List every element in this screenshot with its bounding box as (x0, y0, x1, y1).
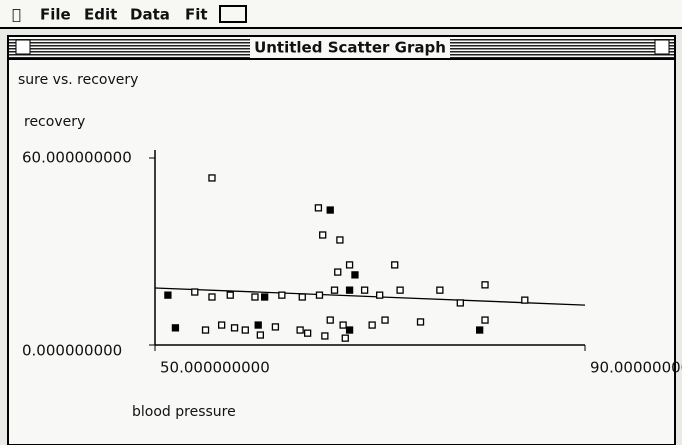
data-point (327, 317, 333, 323)
data-point (165, 292, 171, 298)
data-point (252, 294, 258, 300)
window-title: Untitled Scatter Graph (254, 39, 446, 57)
data-point (257, 332, 263, 338)
data-point (347, 287, 353, 293)
data-point (352, 272, 358, 278)
data-point (362, 287, 368, 293)
data-point (418, 319, 424, 325)
menu-edit[interactable]: Edit (84, 6, 117, 24)
data-point (397, 287, 403, 293)
x-tick-label: 50.000000000 (160, 359, 270, 377)
data-point (340, 322, 346, 328)
data-point (457, 300, 463, 306)
data-point (255, 322, 261, 328)
data-point (332, 287, 338, 293)
data-point (335, 269, 341, 275)
data-point (392, 262, 398, 268)
data-point (315, 205, 321, 211)
menu-data[interactable]: Data (130, 6, 170, 24)
data-point (227, 292, 233, 298)
menu-fit[interactable]: Fit (185, 6, 208, 24)
data-point (322, 333, 328, 339)
data-point (299, 294, 305, 300)
menu-file[interactable]: File (40, 6, 71, 24)
data-point (316, 292, 322, 298)
data-point (437, 287, 443, 293)
x-tick-label: 90.000000000 (590, 359, 682, 377)
data-point (347, 327, 353, 333)
close-box[interactable] (16, 40, 30, 54)
data-point (297, 327, 303, 333)
data-point (279, 292, 285, 298)
data-point (262, 294, 268, 300)
data-point (482, 282, 488, 288)
data-point (192, 289, 198, 295)
data-point (477, 327, 483, 333)
screen:  File Edit Data Fit Untitled Scatter Gr… (0, 0, 682, 445)
data-point (172, 325, 178, 331)
data-point (337, 237, 343, 243)
chart-title: sure vs. recovery (18, 72, 138, 88)
data-point (522, 297, 528, 303)
data-point (369, 322, 375, 328)
y-tick-label: 0.000000000 (22, 342, 122, 360)
y-axis-label: recovery (24, 114, 85, 130)
data-point (242, 327, 248, 333)
data-point (209, 175, 215, 181)
data-point (232, 325, 238, 331)
data-point (342, 335, 348, 341)
data-point (203, 327, 209, 333)
data-point (482, 317, 488, 323)
data-point (219, 322, 225, 328)
apple-menu[interactable]:  (12, 6, 21, 24)
page:  File Edit Data Fit Untitled Scatter Gr… (0, 0, 682, 445)
data-point (347, 262, 353, 268)
x-axis-label: blood pressure (132, 404, 236, 420)
data-point (327, 207, 333, 213)
y-tick-label: 60.000000000 (22, 149, 132, 167)
data-point (305, 330, 311, 336)
data-point (320, 232, 326, 238)
data-point (377, 292, 383, 298)
zoom-box[interactable] (655, 40, 669, 54)
data-point (382, 317, 388, 323)
data-point (209, 294, 215, 300)
data-point (272, 324, 278, 330)
